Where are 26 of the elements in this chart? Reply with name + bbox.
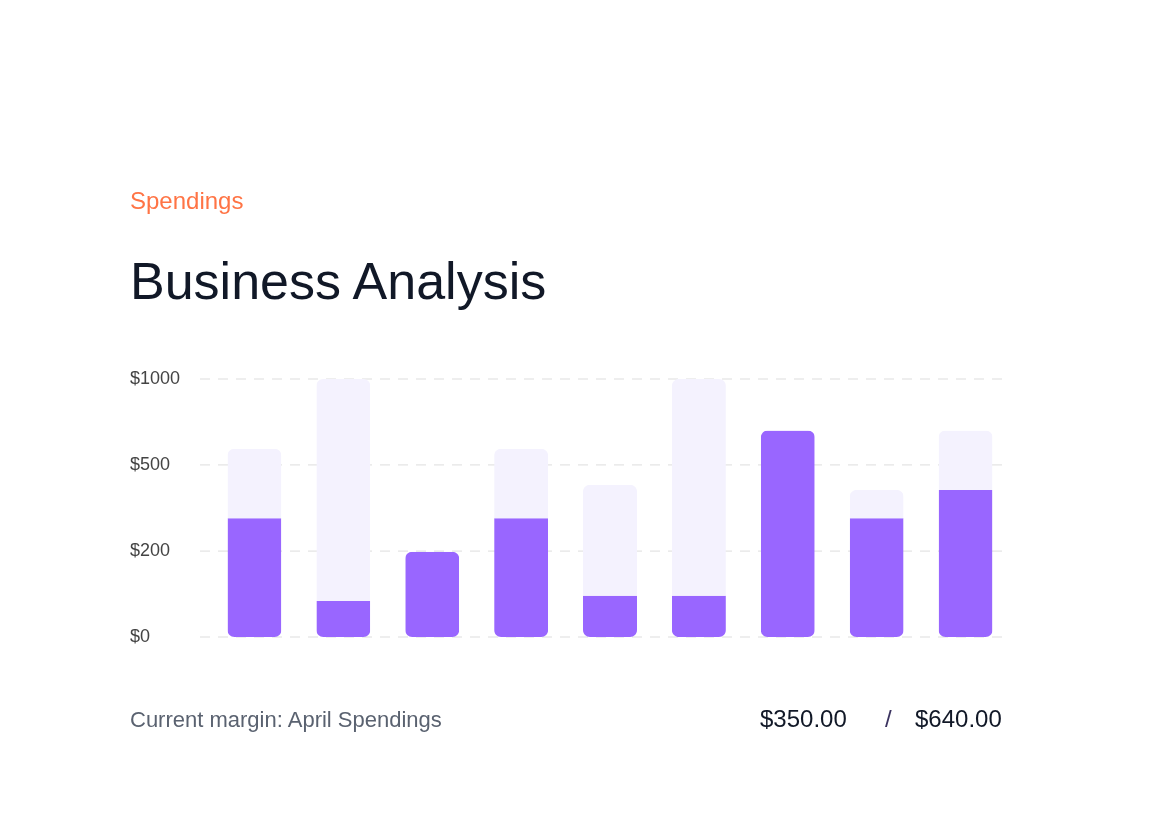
bar: [494, 448, 549, 519]
bar: [849, 518, 904, 637]
text: /: [885, 705, 892, 732]
bar: [227, 518, 282, 637]
chart-title: Business Analysis: [130, 252, 547, 310]
bar: [583, 595, 637, 637]
bar: [227, 448, 282, 519]
bar: [938, 430, 993, 490]
text: $200: [130, 540, 171, 561]
bar: [671, 379, 726, 596]
bar: [849, 489, 904, 519]
bar: [583, 484, 637, 596]
bar: [671, 595, 726, 637]
text: $1000: [130, 368, 181, 388]
text: $0: [130, 626, 151, 646]
text: Current margin: April Spendings: [130, 707, 442, 732]
text: $640.00: [915, 705, 1002, 732]
text: $350.00: [760, 705, 847, 732]
bar: [405, 551, 460, 637]
chart-subtitle: Spendings: [130, 187, 244, 214]
bar: [760, 430, 815, 637]
bar: [316, 600, 371, 637]
bar: [938, 489, 993, 637]
text: $500: [130, 453, 171, 474]
bar: [316, 379, 371, 601]
bar: [494, 518, 549, 637]
